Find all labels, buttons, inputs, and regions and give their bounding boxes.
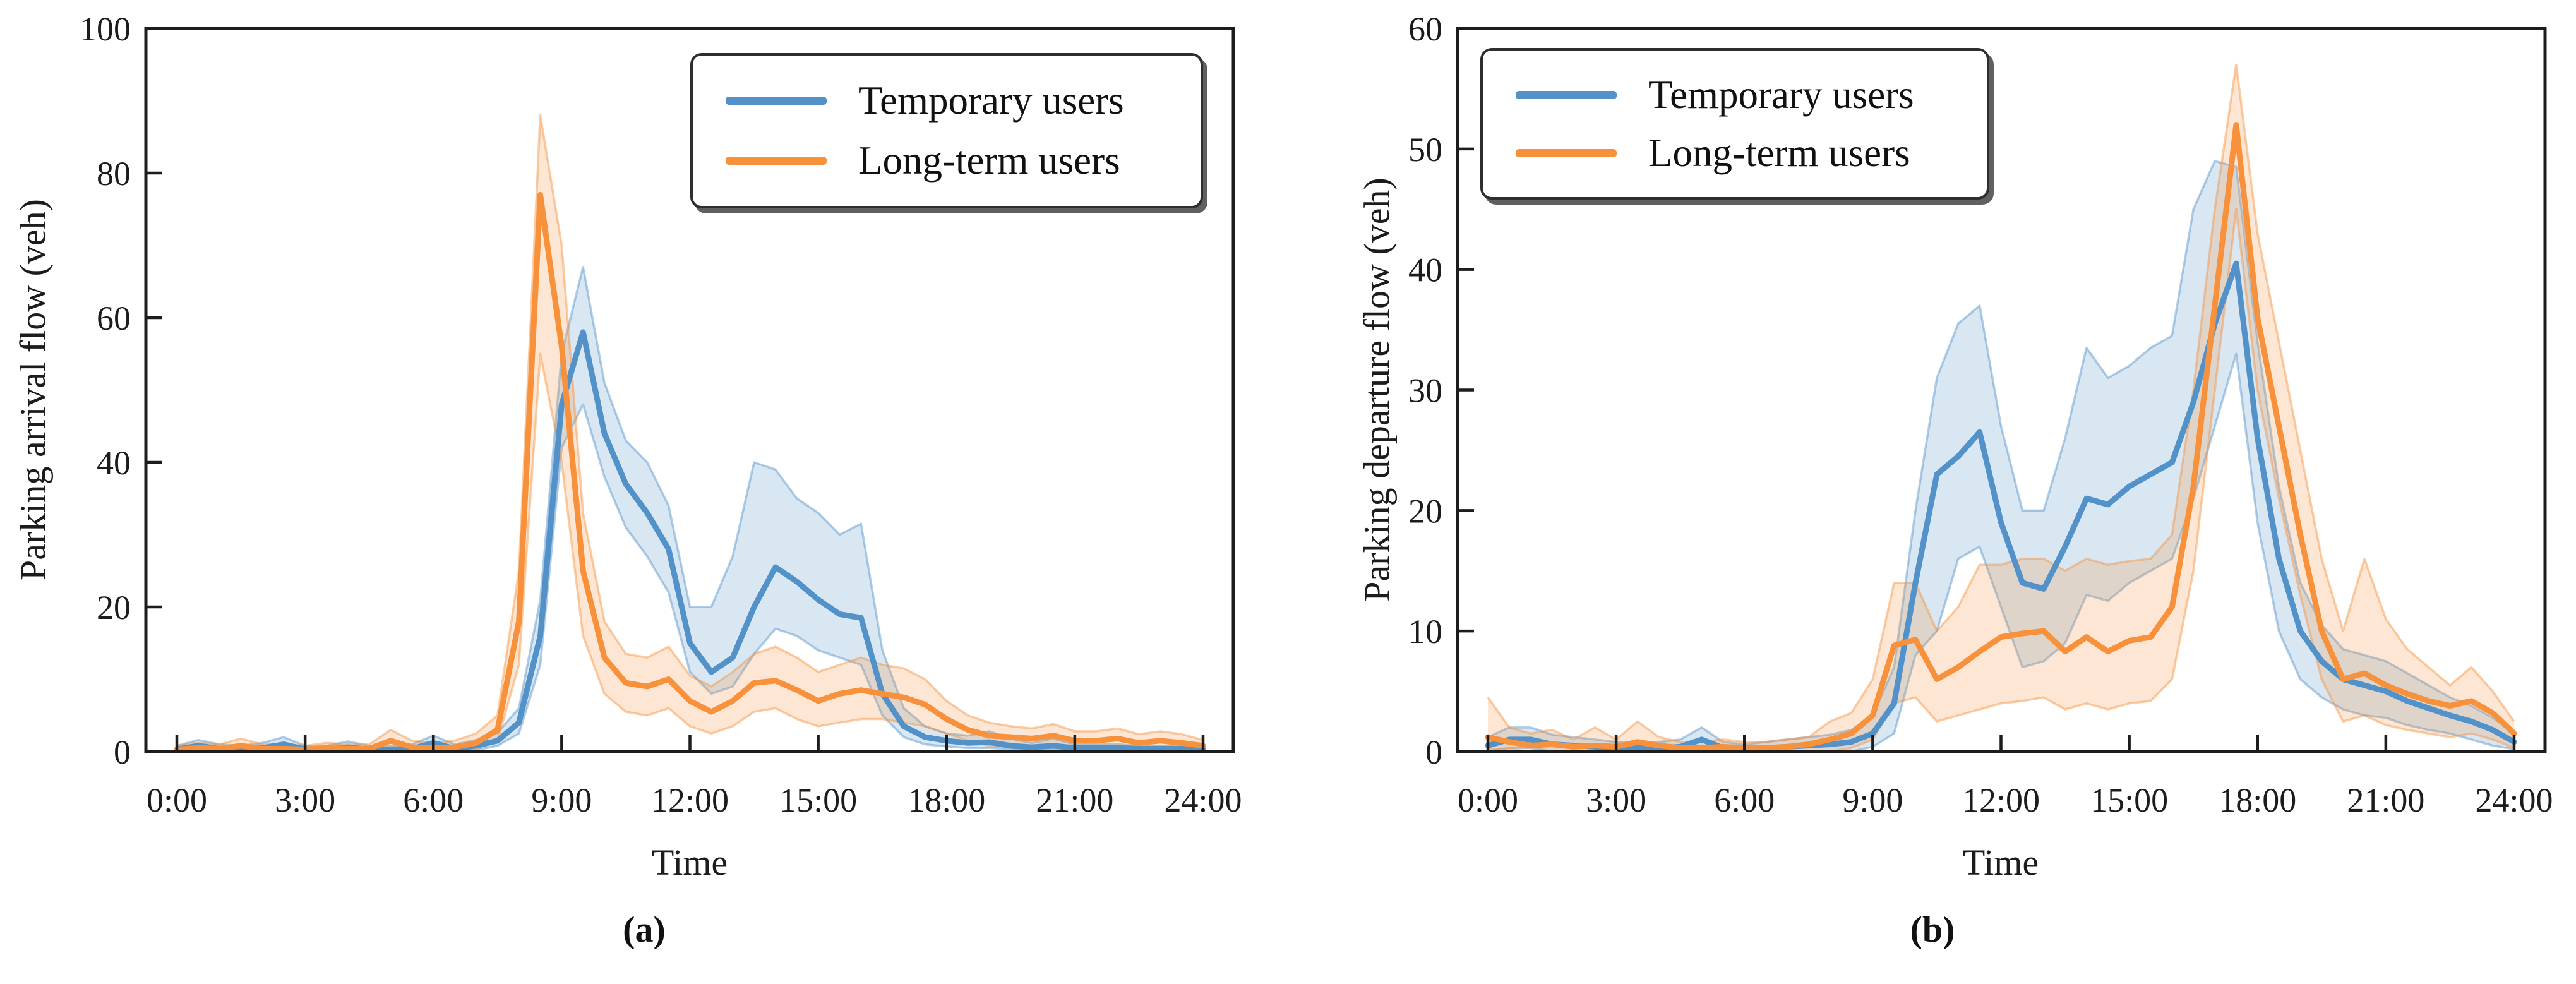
legend-label: Long-term users [1648,130,1910,175]
x-tick-label: 21:00 [1036,781,1113,819]
y-tick-label: 10 [1408,613,1442,651]
y-tick-label: 40 [1408,251,1442,289]
y-tick-label: 60 [1408,10,1442,48]
panel-label-a: (a) [623,909,666,950]
x-tick-label: 24:00 [1164,781,1242,819]
x-tick-label: 9:00 [531,781,592,819]
y-tick-label: 0 [114,733,131,771]
legend-label: Temporary users [1648,72,1914,117]
x-tick-label: 12:00 [651,781,729,819]
series-band-lower-edge-1 [1488,208,2515,752]
series-line-1 [174,191,1206,752]
y-tick-label: 30 [1408,372,1442,410]
y-axis-label: Parking arrival flow (veh) [12,199,54,580]
x-tick-label: 18:00 [908,781,985,819]
arrival-chart: 0:00 3:00 6:00 9:00 12:00 15:00 18:00 21:00 24:0… [80,10,1242,883]
x-tick-label: 0:00 [147,781,207,819]
panel-arrival: 0:00 3:00 6:00 9:00 12:00 15:00 18:00 21:00 24:0… [12,10,1242,950]
legend: Temporary users Long-term users [690,53,1203,208]
y-tick-label: 0 [1425,733,1442,771]
x-tick-label: 18:00 [2219,781,2296,819]
x-tick-label: 21:00 [2347,781,2424,819]
x-tick-label: 9:00 [1842,781,1903,819]
temporary-users-line-swatch [726,97,827,105]
x-tick-label: 15:00 [779,781,857,819]
y-tick-label: 40 [97,444,131,482]
y-tick-label: 50 [1408,131,1442,169]
long-term-users-line-swatch [1516,148,1617,157]
panel-departure: 0:00 3:00 6:00 9:00 12:00 15:00 18:00 21:00 24:0… [1288,0,2576,984]
series-band-upper-edge-1 [176,114,1204,747]
y-tick-label: 60 [97,299,131,337]
long-term-users-line-swatch [726,157,827,165]
legend-item-temporary-users: Temporary users [726,72,1173,130]
legend-item-long-term-users: Long-term users [1516,124,1959,182]
x-tick-label: 12:00 [1962,781,2040,819]
x-tick-label: 0:00 [1458,781,1518,819]
departure-chart: 0:00 3:00 6:00 9:00 12:00 15:00 18:00 21:00 24:0… [1408,10,2553,883]
series-band-0 [1488,160,2514,752]
legend-item-temporary-users: Temporary users [1516,66,1959,124]
y-tick-label: 20 [97,589,131,627]
x-tick-label: 24:00 [2475,781,2553,819]
y-tick-label: 100 [80,10,131,48]
x-tick-label: 6:00 [1714,781,1775,819]
series-layer [1485,63,2517,752]
legend-label: Temporary users [858,78,1124,123]
series-band-0 [177,267,1203,752]
series-band-upper-edge-0 [1487,160,2515,746]
series-layer [174,114,1206,752]
x-axis-label: Time [652,842,728,883]
legend: Temporary users Long-term users [1480,48,1989,200]
series-line-1 [1485,122,2517,751]
x-tick-label: 6:00 [403,781,464,819]
y-axis-label: Parking departure flow (veh) [1356,177,1398,602]
legend-label: Long-term users [858,138,1120,183]
x-tick-label: 3:00 [1586,781,1646,819]
x-tick-label: 15:00 [2090,781,2168,819]
x-tick-label: 3:00 [275,781,335,819]
departure-plot-area: 0:00 3:00 6:00 9:00 12:00 15:00 18:00 21:00 24:0… [1408,10,2553,819]
series-band-lower-edge-0 [1487,352,2515,752]
y-tick-label: 80 [97,155,131,193]
y-tick-label: 20 [1408,492,1442,530]
legend-item-long-term-users: Long-term users [726,132,1173,190]
temporary-users-line-swatch [1516,90,1617,99]
series-band-1 [1488,64,2514,752]
series-band-upper-edge-0 [176,266,1204,748]
arrival-plot-area: 0:00 3:00 6:00 9:00 12:00 15:00 18:00 21:00 24:0… [80,10,1242,819]
panel-label-b: (b) [1910,909,1955,950]
series-band-upper-edge-1 [1487,63,2515,743]
x-axis-label: Time [1963,842,2039,883]
